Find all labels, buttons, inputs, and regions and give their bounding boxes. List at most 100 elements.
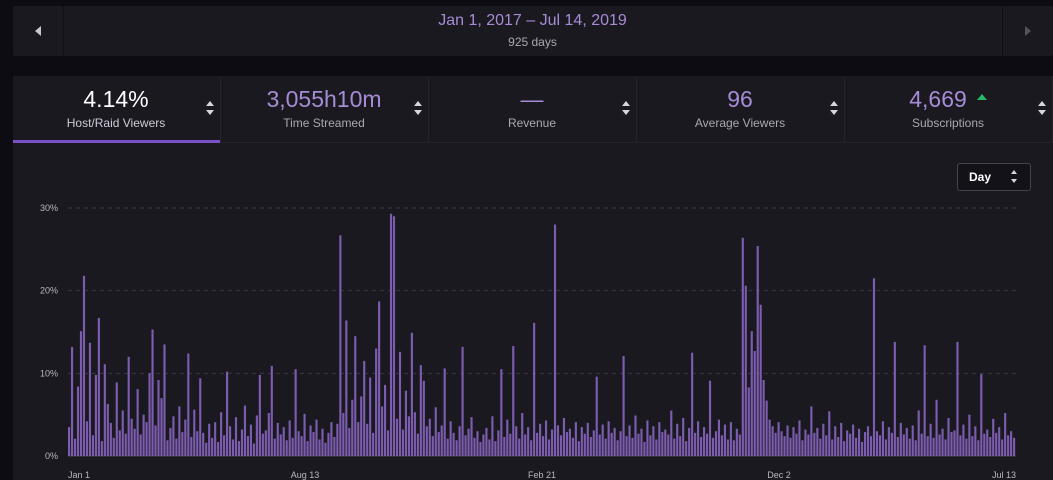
chart-bar: [324, 442, 327, 456]
chart-bar: [866, 426, 870, 456]
chart-bar: [169, 427, 172, 456]
chart-bar: [759, 304, 762, 456]
tab-subscriptions[interactable]: 4,669 Subscriptions: [845, 76, 1053, 142]
tab-revenue[interactable]: — Revenue: [429, 76, 637, 142]
y-tick-label: 20%: [40, 286, 58, 296]
tab-value: 4.14%: [83, 86, 149, 112]
chart-bar: [941, 428, 944, 456]
chart-bar: [989, 436, 992, 456]
tab-host-raid-viewers[interactable]: 4.14% Host/Raid Viewers: [13, 76, 221, 143]
chart-bar: [106, 403, 109, 456]
chart-bar: [959, 435, 962, 456]
chart-bar: [163, 344, 166, 456]
sort-icon[interactable]: [1038, 101, 1046, 115]
chart-bar: [178, 406, 181, 456]
chart-bar: [628, 425, 631, 456]
tab-average-viewers[interactable]: 96 Average Viewers: [637, 76, 845, 142]
x-tick-label: Feb 21: [528, 470, 556, 480]
chart-bar: [953, 430, 956, 456]
chart-bar: [461, 346, 464, 456]
chart-bar: [288, 420, 291, 456]
granularity-select[interactable]: Day: [957, 163, 1031, 191]
chart-bar: [810, 406, 813, 456]
chart-bar: [613, 427, 616, 456]
chart-bar: [610, 432, 613, 456]
chart-bar: [717, 419, 721, 456]
sort-icon[interactable]: [206, 101, 214, 115]
y-tick-label: 30%: [40, 203, 58, 213]
chart-bar: [974, 426, 977, 456]
chart-bar: [661, 432, 664, 456]
chart-bar: [118, 430, 121, 456]
chart-bar: [443, 368, 446, 456]
chart-bar: [261, 433, 264, 456]
chart-bar: [384, 384, 387, 456]
chart-bar: [425, 426, 428, 456]
previous-range-button[interactable]: [13, 6, 64, 56]
sort-icon[interactable]: [830, 101, 838, 115]
chart-bar: [729, 422, 732, 456]
chart-bar: [598, 434, 601, 456]
x-tick-label: Dec 2: [767, 470, 791, 480]
chart-bar: [649, 435, 652, 456]
chart-bar: [574, 422, 577, 456]
chart-bar: [479, 441, 482, 456]
chart-bar: [947, 417, 950, 456]
chart-bar: [133, 428, 136, 456]
chart-bar: [160, 398, 163, 456]
chart-bar: [85, 421, 89, 456]
chart-bar: [467, 428, 470, 456]
chart-bar: [139, 434, 142, 456]
chart-bar: [100, 441, 103, 456]
chart-bar: [568, 428, 571, 456]
chart-bar: [527, 427, 530, 456]
sort-icon[interactable]: [622, 101, 630, 115]
chart-bar: [580, 427, 583, 456]
chart-bar: [700, 436, 703, 456]
chart-bar: [917, 410, 920, 456]
chart-bar: [536, 432, 539, 456]
chart-bar: [237, 441, 241, 456]
chart-bar: [664, 429, 667, 456]
tab-time-streamed[interactable]: 3,055h10m Time Streamed: [221, 76, 429, 142]
chart-bar: [243, 405, 247, 456]
sort-icon[interactable]: [414, 101, 422, 115]
chart-bar: [482, 434, 485, 456]
next-range-button[interactable]: [1002, 6, 1053, 56]
chart-bar: [175, 438, 178, 456]
chart-bar: [458, 426, 461, 456]
chart-bar: [360, 396, 363, 456]
chart-bar: [878, 435, 882, 456]
chart-bar: [893, 341, 896, 456]
chart-bar: [908, 438, 911, 456]
tab-value: 3,055h10m: [266, 86, 382, 112]
chart-bar: [148, 373, 151, 456]
chart-bar: [73, 438, 77, 456]
chart-bar: [655, 439, 658, 456]
chart-bar: [282, 427, 285, 456]
chart-bar: [616, 440, 619, 456]
chart-bar: [789, 437, 792, 456]
chart-bar: [476, 431, 479, 456]
chart-bar: [279, 434, 282, 456]
chart-bar: [91, 435, 94, 456]
date-range-display[interactable]: Jan 1, 2017 – Jul 14, 2019 925 days: [63, 6, 1002, 56]
chart-bar: [926, 436, 929, 456]
chart-bar: [652, 426, 655, 456]
chart-bar: [956, 341, 959, 456]
chart-bar: [196, 431, 199, 456]
chart-bar: [544, 420, 548, 456]
chart-bar: [855, 437, 858, 456]
chart-bar: [720, 435, 724, 456]
chart-bar: [983, 433, 986, 456]
tab-label: Time Streamed: [283, 116, 365, 130]
chart-bar: [428, 418, 431, 456]
chart-bar: [455, 440, 458, 456]
chart-bar: [1013, 437, 1016, 456]
chart-bar: [407, 416, 410, 456]
chart-bar: [151, 329, 154, 456]
chart-bar: [929, 423, 932, 456]
chart-bar: [223, 435, 226, 456]
chart-bar: [753, 351, 756, 456]
chart-bar: [199, 378, 202, 456]
